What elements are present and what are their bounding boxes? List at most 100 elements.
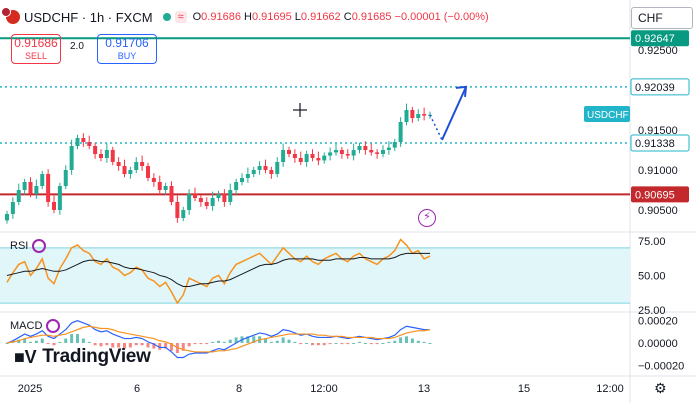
candle-body — [110, 150, 115, 162]
candle-body — [104, 150, 109, 158]
price-tick-label: 0.91500 — [638, 125, 678, 137]
price-tick-label: 0.91000 — [638, 165, 678, 177]
candle-body — [187, 194, 192, 210]
lightning-icon[interactable]: ⚡ — [418, 209, 436, 227]
candle-body — [345, 154, 350, 156]
macd-signal-line — [6, 325, 431, 353]
macd-histogram-bar — [29, 341, 32, 343]
macd-histogram-bar — [123, 343, 126, 349]
candle-body — [69, 146, 74, 170]
price-tick-label: 0.92500 — [638, 45, 678, 57]
symbol-title[interactable]: USDCHF · 1h · FXCM — [24, 9, 153, 25]
macd-histogram-bar — [334, 343, 338, 344]
macd-histogram-bar — [387, 341, 391, 343]
candle-body — [16, 190, 21, 202]
macd-histogram-bar — [158, 343, 162, 350]
buy-button[interactable]: 0.91706 BUY — [97, 34, 157, 64]
candle-body — [381, 150, 385, 154]
macd-histogram-bar — [211, 341, 215, 343]
settings-gear-icon[interactable]: ⚙ — [654, 380, 667, 396]
macd-histogram-bar — [152, 343, 156, 349]
time-tick-label: 2025 — [18, 383, 42, 395]
macd-histogram-bar — [405, 336, 408, 343]
projection-arrow — [441, 86, 467, 141]
candle-body — [28, 182, 33, 194]
macd-histogram-bar — [410, 338, 414, 343]
macd-histogram-bar — [299, 343, 303, 345]
macd-histogram-bar — [399, 337, 403, 343]
macd-histogram-bar — [46, 343, 50, 345]
candle-body — [169, 186, 174, 202]
macd-histogram-bar — [164, 343, 168, 349]
macd-histogram-bar — [363, 343, 367, 344]
candle-body — [198, 198, 203, 202]
macd-tick-label: −0.00020 — [638, 360, 684, 372]
candle-body — [310, 154, 315, 158]
macd-histogram-bar — [328, 343, 332, 345]
candle-body — [339, 150, 344, 154]
candle-body — [275, 162, 280, 174]
macd-histogram-bar — [58, 341, 62, 343]
candle-body — [228, 190, 233, 202]
candle-body — [210, 198, 215, 206]
candle-body — [245, 174, 250, 178]
candle-body — [216, 194, 221, 198]
currency-selector[interactable]: CHF — [631, 7, 693, 29]
macd-histogram-bar — [422, 341, 426, 343]
candle-body — [251, 170, 256, 174]
macd-histogram-bar — [105, 343, 109, 346]
macd-histogram-bar — [352, 343, 356, 344]
candle-body — [5, 214, 9, 221]
macd-histogram-bar — [316, 343, 320, 346]
candle-body — [181, 210, 186, 218]
rsi-ma-line — [6, 252, 430, 288]
wave-icon: ≈ — [174, 11, 187, 23]
candle-body — [128, 170, 133, 174]
macd-line — [6, 320, 430, 359]
macd-histogram-bar — [81, 338, 85, 343]
macd-histogram-bar — [322, 343, 326, 346]
macd-histogram-bar — [134, 343, 138, 346]
macd-histogram-bar — [52, 343, 56, 346]
macd-histogram-bar — [217, 340, 220, 343]
candle-body — [122, 166, 127, 174]
price-tag-label: 0.92039 — [635, 82, 675, 94]
candle-body — [287, 150, 291, 154]
sell-button[interactable]: 0.91686 SELL — [11, 34, 61, 64]
macd-histogram-bar — [287, 339, 291, 343]
candle-body — [375, 152, 380, 154]
macd-histogram-bar — [146, 343, 150, 348]
candle-body — [175, 202, 180, 218]
candle-body — [193, 194, 197, 198]
rsi-tick-label: 75.00 — [638, 236, 666, 248]
projection-dotted — [429, 114, 443, 141]
candle-body — [163, 186, 168, 190]
macd-histogram-bar — [70, 334, 74, 343]
price-tag-label: 0.90695 — [635, 189, 675, 201]
candle-body — [157, 182, 162, 190]
macd-histogram-bar — [40, 338, 44, 343]
macd-histogram-bar — [170, 343, 173, 351]
macd-histogram-bar — [281, 337, 285, 343]
candle-body — [46, 174, 51, 202]
symbol-tag-label: USDCHF — [587, 110, 629, 121]
macd-histogram-bar — [340, 343, 344, 345]
candle-body — [351, 150, 356, 156]
candle-body — [298, 158, 303, 162]
time-tick-label: 8 — [236, 383, 242, 395]
candle-body — [81, 138, 86, 142]
chart-header: USDCHF · 1h · FXCM ≈ O0.91686 H0.91695 L… — [0, 0, 630, 34]
rsi-tick-label: 50.00 — [638, 270, 666, 282]
flag-icon — [1, 7, 20, 24]
price-tag-top: 0.92647 — [631, 30, 689, 47]
macd-histogram-bar — [311, 343, 314, 346]
macd-histogram-bar — [23, 338, 27, 343]
candle-body — [240, 178, 244, 182]
macd-histogram-bar — [275, 340, 279, 343]
candle-body — [422, 114, 427, 116]
candle-body — [140, 162, 145, 166]
price-tick-label: 0.90500 — [638, 205, 678, 217]
candle-body — [304, 154, 309, 162]
candle-body — [416, 114, 421, 118]
macd-histogram-bar — [416, 340, 420, 343]
